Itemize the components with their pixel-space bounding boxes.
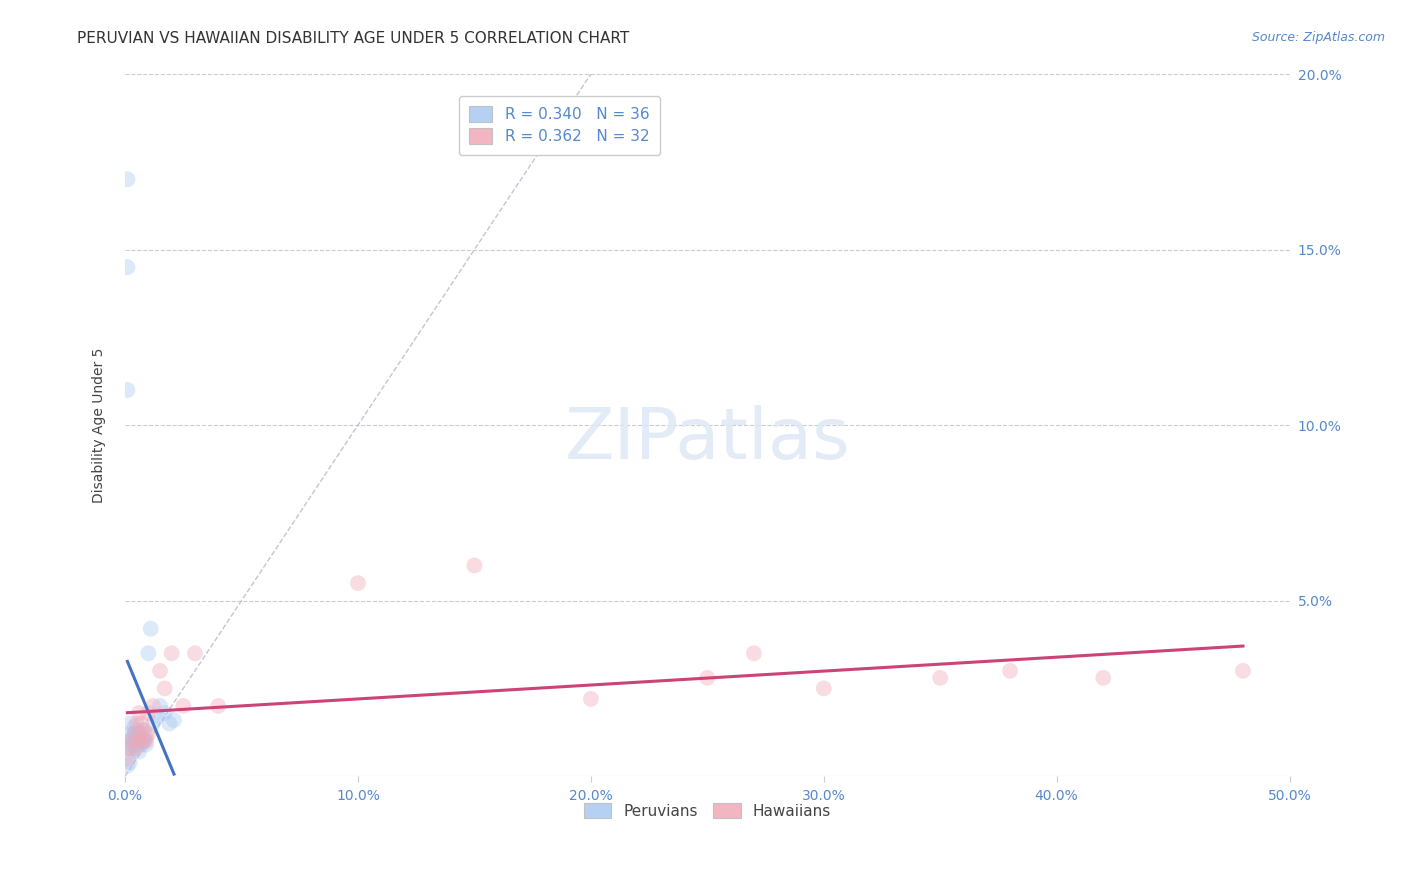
Point (131, 731, 153, 745)
Point (153, 706, 176, 720)
Point (207, 698, 229, 713)
Point (142, 716, 165, 731)
Point (118, 727, 141, 741)
Point (153, 681, 176, 696)
Point (118, 741, 141, 756)
Text: Source: ZipAtlas.com: Source: ZipAtlas.com (1251, 31, 1385, 45)
Point (128, 734, 150, 748)
Point (742, 646, 765, 660)
Point (463, 558, 485, 573)
Point (138, 646, 160, 660)
Point (131, 727, 153, 741)
Point (149, 664, 172, 678)
Point (117, 172, 139, 186)
Point (1092, 671, 1115, 685)
Point (125, 741, 148, 756)
Point (118, 734, 141, 748)
Point (121, 745, 143, 759)
Point (121, 738, 143, 752)
Point (128, 745, 150, 759)
Point (117, 751, 139, 765)
Point (125, 738, 148, 752)
Point (118, 755, 141, 769)
Point (118, 741, 141, 756)
Point (149, 698, 172, 713)
Point (128, 706, 150, 720)
Point (579, 692, 602, 706)
Legend: Peruvians, Hawaiians: Peruvians, Hawaiians (578, 797, 837, 825)
Text: PERUVIAN VS HAWAIIAN DISABILITY AGE UNDER 5 CORRELATION CHART: PERUVIAN VS HAWAIIAN DISABILITY AGE UNDE… (77, 31, 630, 46)
Point (142, 698, 165, 713)
Point (121, 731, 143, 745)
Point (132, 723, 155, 738)
Point (132, 734, 155, 748)
Point (117, 260, 139, 274)
Point (139, 622, 162, 636)
Point (1232, 664, 1254, 678)
Point (172, 698, 194, 713)
Point (124, 720, 146, 734)
Point (124, 734, 146, 748)
Point (998, 664, 1021, 678)
Point (696, 671, 718, 685)
Text: ZIPatlas: ZIPatlas (565, 405, 851, 474)
Point (135, 734, 157, 748)
Point (160, 646, 183, 660)
Point (117, 758, 139, 772)
Point (135, 731, 157, 745)
Point (128, 727, 150, 741)
Point (135, 738, 157, 752)
Point (124, 741, 146, 756)
Point (929, 671, 952, 685)
Point (131, 738, 153, 752)
Point (184, 646, 207, 660)
Point (125, 723, 148, 738)
Point (125, 731, 148, 745)
Point (118, 716, 141, 731)
Point (117, 383, 139, 397)
Point (813, 681, 835, 696)
Point (157, 716, 180, 731)
Point (138, 727, 160, 741)
Point (124, 727, 146, 741)
Point (347, 576, 370, 591)
Point (121, 734, 143, 748)
Point (163, 713, 186, 727)
Point (125, 716, 148, 731)
Y-axis label: Disability Age Under 5: Disability Age Under 5 (93, 347, 107, 503)
Point (146, 709, 169, 723)
Point (124, 727, 146, 741)
Point (132, 734, 155, 748)
Point (128, 734, 150, 748)
Point (138, 706, 160, 720)
Point (132, 723, 155, 738)
Point (131, 716, 153, 731)
